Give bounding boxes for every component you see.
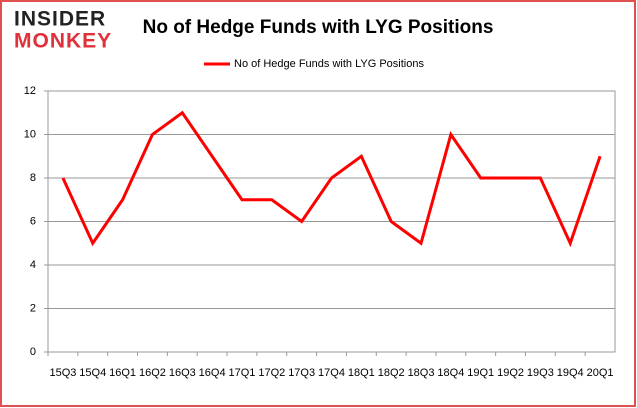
x-tick-label: 17Q3 bbox=[288, 367, 315, 379]
legend-label: No of Hedge Funds with LYG Positions bbox=[234, 58, 424, 70]
x-tick-label: 19Q1 bbox=[467, 367, 494, 379]
y-tick-label: 12 bbox=[24, 85, 36, 97]
chart-title: No of Hedge Funds with LYG Positions bbox=[143, 17, 494, 38]
x-tick-label: 18Q3 bbox=[408, 367, 435, 379]
x-tick-label: 18Q2 bbox=[378, 367, 405, 379]
y-tick-label: 10 bbox=[24, 128, 36, 140]
x-tick-label: 19Q4 bbox=[557, 367, 584, 379]
x-tick-label: 16Q2 bbox=[139, 367, 166, 379]
x-tick-label: 16Q3 bbox=[169, 367, 196, 379]
y-tick-label: 4 bbox=[30, 259, 36, 271]
y-tick-label: 6 bbox=[30, 215, 36, 227]
x-tick-label: 18Q4 bbox=[437, 367, 464, 379]
y-tick-label: 8 bbox=[30, 172, 36, 184]
x-tick-label: 19Q3 bbox=[527, 367, 554, 379]
x-tick-label: 18Q1 bbox=[348, 367, 375, 379]
logo-bottom: MONKEY bbox=[14, 30, 112, 53]
x-tick-label: 16Q1 bbox=[109, 367, 136, 379]
x-tick-label: 17Q2 bbox=[258, 367, 285, 379]
x-tick-label: 20Q1 bbox=[587, 367, 614, 379]
logo-top: INSIDER bbox=[14, 8, 106, 31]
series-line bbox=[61, 110, 602, 248]
x-tick-label: 15Q3 bbox=[49, 367, 76, 379]
y-tick-label: 2 bbox=[30, 302, 36, 314]
x-tick-label: 19Q2 bbox=[497, 367, 524, 379]
x-tick-label: 15Q4 bbox=[79, 367, 106, 379]
y-tick-label: 0 bbox=[30, 346, 36, 358]
x-tick-label: 17Q1 bbox=[229, 367, 256, 379]
x-tick-label: 16Q4 bbox=[199, 367, 226, 379]
x-tick-label: 17Q4 bbox=[318, 367, 345, 379]
